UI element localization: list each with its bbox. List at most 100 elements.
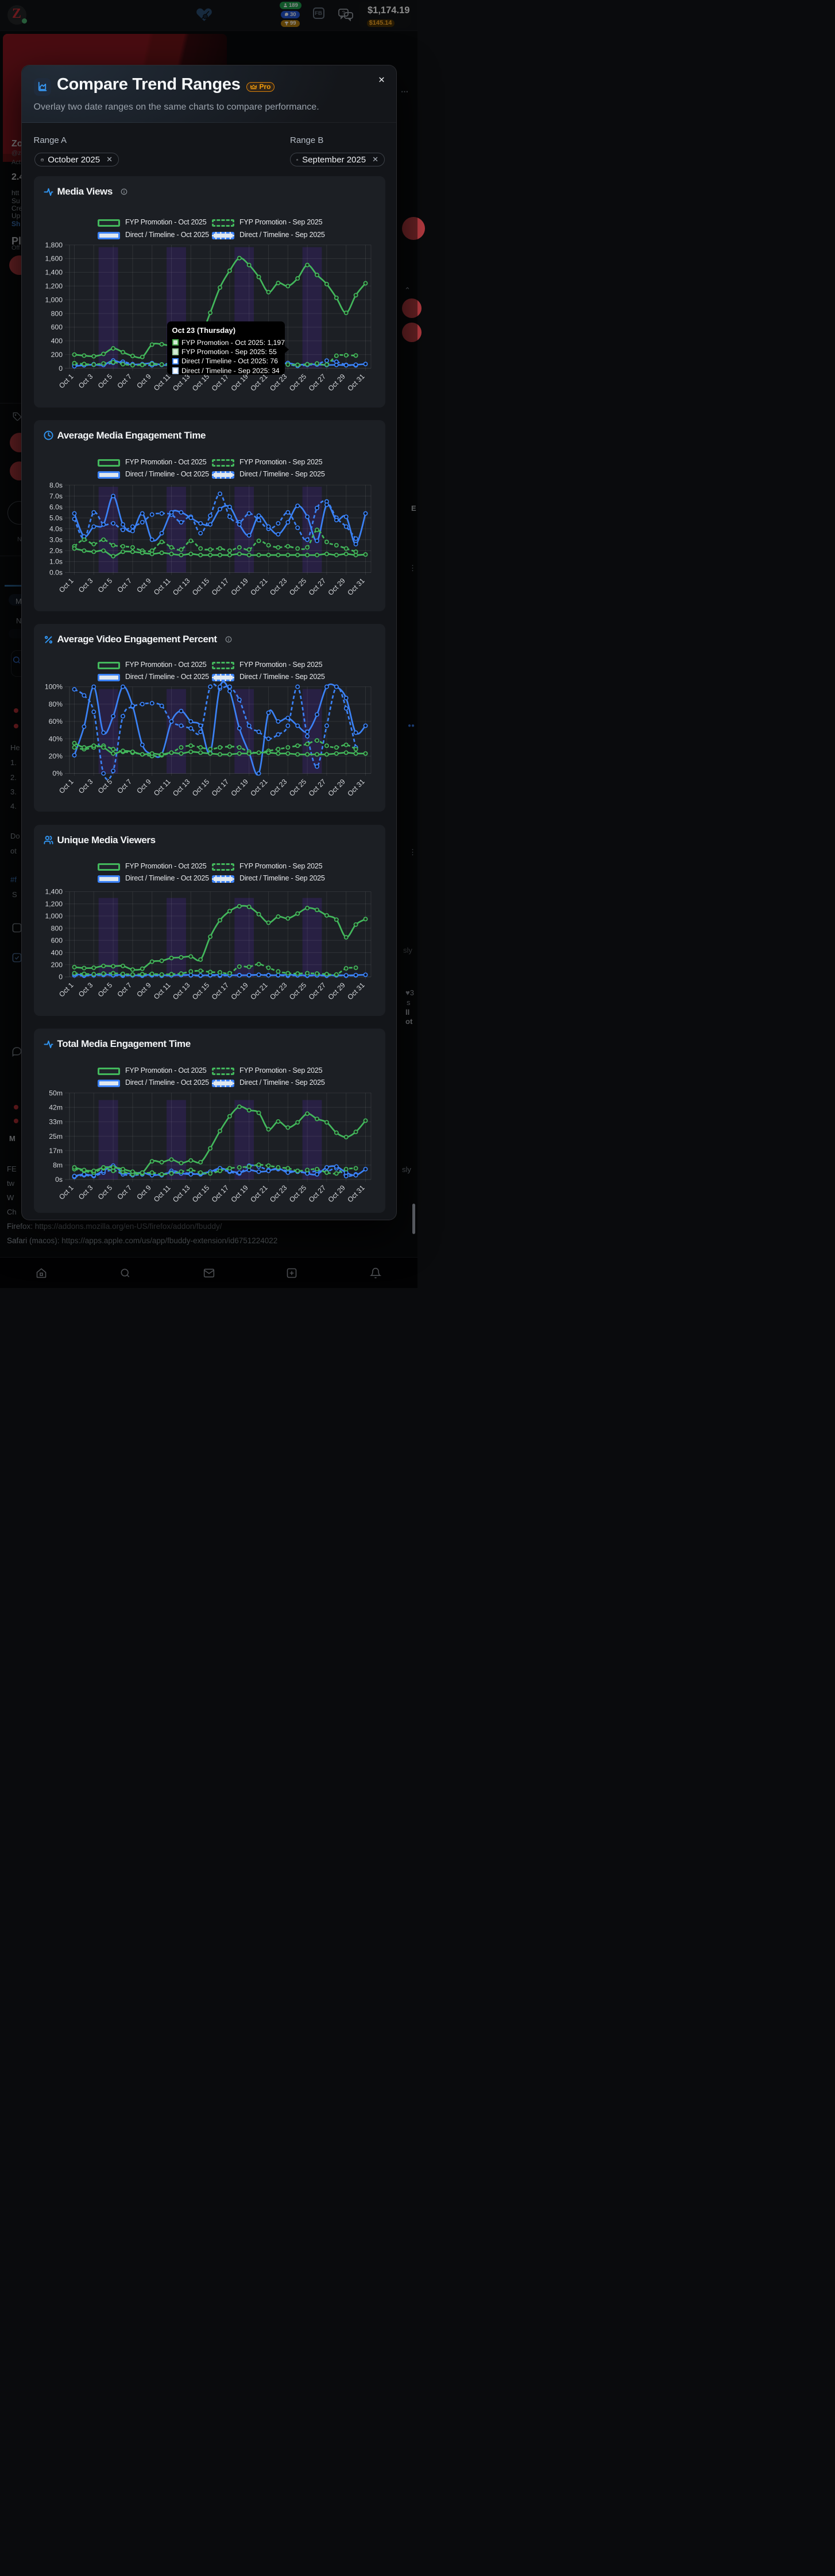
svg-text:Oct 25: Oct 25: [287, 576, 307, 596]
svg-text:Oct 5: Oct 5: [96, 373, 114, 390]
svg-text:1,000: 1,000: [45, 296, 63, 304]
svg-text:1,200: 1,200: [45, 899, 63, 907]
svg-text:20%: 20%: [48, 752, 63, 761]
svg-text:Oct 11: Oct 11: [152, 576, 172, 596]
svg-text:80%: 80%: [48, 700, 63, 708]
svg-text:Oct 21: Oct 21: [249, 1184, 269, 1204]
svg-text:7.0s: 7.0s: [49, 492, 62, 500]
svg-text:Oct 21: Oct 21: [249, 576, 269, 596]
svg-text:0: 0: [59, 364, 63, 373]
svg-text:Oct 23: Oct 23: [268, 778, 288, 798]
svg-text:Oct 9: Oct 9: [135, 1184, 153, 1201]
svg-text:Oct 3: Oct 3: [76, 981, 94, 999]
svg-text:Oct 29: Oct 29: [326, 778, 346, 798]
svg-text:Oct 9: Oct 9: [135, 373, 153, 390]
svg-text:0%: 0%: [52, 770, 63, 778]
svg-text:Oct 23: Oct 23: [268, 576, 288, 596]
svg-text:0s: 0s: [55, 1176, 63, 1184]
svg-text:Oct 3: Oct 3: [76, 373, 94, 390]
svg-text:Oct 25: Oct 25: [287, 1184, 307, 1204]
svg-text:200: 200: [51, 961, 63, 969]
svg-text:Oct 15: Oct 15: [190, 576, 210, 596]
svg-text:Oct 25: Oct 25: [287, 981, 307, 1001]
svg-text:5.0s: 5.0s: [49, 514, 62, 522]
svg-text:Oct 13: Oct 13: [171, 576, 191, 596]
svg-text:8.0s: 8.0s: [49, 481, 62, 489]
svg-text:Oct 1: Oct 1: [57, 373, 75, 390]
svg-text:Oct 23: Oct 23: [268, 1184, 288, 1204]
svg-text:25m: 25m: [49, 1132, 63, 1140]
svg-text:Oct 19: Oct 19: [229, 778, 249, 798]
svg-text:Oct 27: Oct 27: [307, 1184, 327, 1204]
svg-text:Oct 23: Oct 23: [268, 981, 288, 1001]
svg-text:0.0s: 0.0s: [49, 568, 62, 576]
svg-text:Oct 13: Oct 13: [171, 778, 191, 798]
svg-text:Oct 13: Oct 13: [171, 981, 191, 1001]
svg-text:Oct 29: Oct 29: [326, 1184, 346, 1204]
svg-text:1,400: 1,400: [45, 887, 63, 895]
svg-text:Oct 17: Oct 17: [210, 1184, 230, 1204]
svg-text:Oct 31: Oct 31: [346, 981, 366, 1001]
svg-text:Oct 7: Oct 7: [115, 981, 133, 999]
svg-text:6.0s: 6.0s: [49, 503, 62, 511]
svg-text:Oct 19: Oct 19: [229, 576, 249, 596]
svg-text:Oct 7: Oct 7: [115, 778, 133, 796]
svg-text:Oct 27: Oct 27: [307, 778, 327, 798]
svg-text:Oct 17: Oct 17: [210, 981, 230, 1001]
svg-text:600: 600: [51, 323, 63, 331]
svg-text:Oct 21: Oct 21: [249, 981, 269, 1001]
svg-text:17m: 17m: [49, 1147, 63, 1155]
svg-text:Oct 11: Oct 11: [152, 1184, 172, 1204]
svg-text:100%: 100%: [44, 683, 62, 691]
svg-text:Oct 5: Oct 5: [96, 981, 114, 999]
svg-text:Oct 21: Oct 21: [249, 778, 269, 798]
svg-text:Oct 19: Oct 19: [229, 1184, 249, 1204]
svg-text:Oct 7: Oct 7: [115, 373, 133, 390]
svg-text:Oct 11: Oct 11: [152, 778, 172, 798]
svg-text:Oct 31: Oct 31: [346, 778, 366, 798]
svg-text:1,400: 1,400: [45, 269, 63, 277]
svg-text:Oct 11: Oct 11: [152, 373, 172, 393]
svg-text:50m: 50m: [49, 1089, 63, 1097]
svg-text:Oct 5: Oct 5: [96, 778, 114, 796]
svg-text:Oct 9: Oct 9: [135, 981, 153, 999]
svg-text:Oct 9: Oct 9: [135, 576, 153, 594]
svg-text:Oct 9: Oct 9: [135, 778, 153, 796]
svg-text:8m: 8m: [53, 1161, 63, 1169]
svg-text:2.0s: 2.0s: [49, 546, 62, 554]
svg-text:1.0s: 1.0s: [49, 557, 62, 565]
svg-text:Oct 25: Oct 25: [287, 373, 307, 393]
svg-text:Oct 29: Oct 29: [326, 373, 346, 393]
svg-text:400: 400: [51, 948, 63, 956]
svg-text:Oct 1: Oct 1: [57, 576, 75, 594]
svg-text:40%: 40%: [48, 735, 63, 743]
svg-text:60%: 60%: [48, 717, 63, 726]
svg-text:Oct 3: Oct 3: [76, 576, 94, 594]
svg-text:Oct 7: Oct 7: [115, 1184, 133, 1201]
svg-text:0: 0: [59, 973, 63, 981]
svg-text:Oct 17: Oct 17: [210, 576, 230, 596]
svg-text:Oct 3: Oct 3: [76, 778, 94, 796]
svg-text:Oct 27: Oct 27: [307, 373, 327, 393]
svg-text:200: 200: [51, 351, 63, 359]
svg-text:Oct 15: Oct 15: [190, 1184, 210, 1204]
svg-text:42m: 42m: [49, 1103, 63, 1111]
svg-text:Oct 17: Oct 17: [210, 778, 230, 798]
svg-text:1,600: 1,600: [45, 255, 63, 263]
svg-text:400: 400: [51, 337, 63, 345]
svg-text:Oct 27: Oct 27: [307, 981, 327, 1001]
svg-text:Oct 29: Oct 29: [326, 576, 346, 596]
svg-text:Oct 27: Oct 27: [307, 576, 327, 596]
svg-text:33m: 33m: [49, 1118, 63, 1126]
svg-text:800: 800: [51, 309, 63, 317]
svg-text:Oct 31: Oct 31: [346, 576, 366, 596]
svg-text:Oct 1: Oct 1: [57, 981, 75, 999]
svg-text:Oct 1: Oct 1: [57, 1184, 75, 1201]
svg-text:Oct 13: Oct 13: [171, 1184, 191, 1204]
svg-text:Oct 5: Oct 5: [96, 1184, 114, 1201]
svg-text:?: ?: [342, 10, 345, 16]
svg-text:Oct 11: Oct 11: [152, 981, 172, 1001]
svg-text:Oct 19: Oct 19: [229, 981, 249, 1001]
svg-text:4.0s: 4.0s: [49, 525, 62, 533]
svg-text:Oct 31: Oct 31: [346, 373, 366, 393]
